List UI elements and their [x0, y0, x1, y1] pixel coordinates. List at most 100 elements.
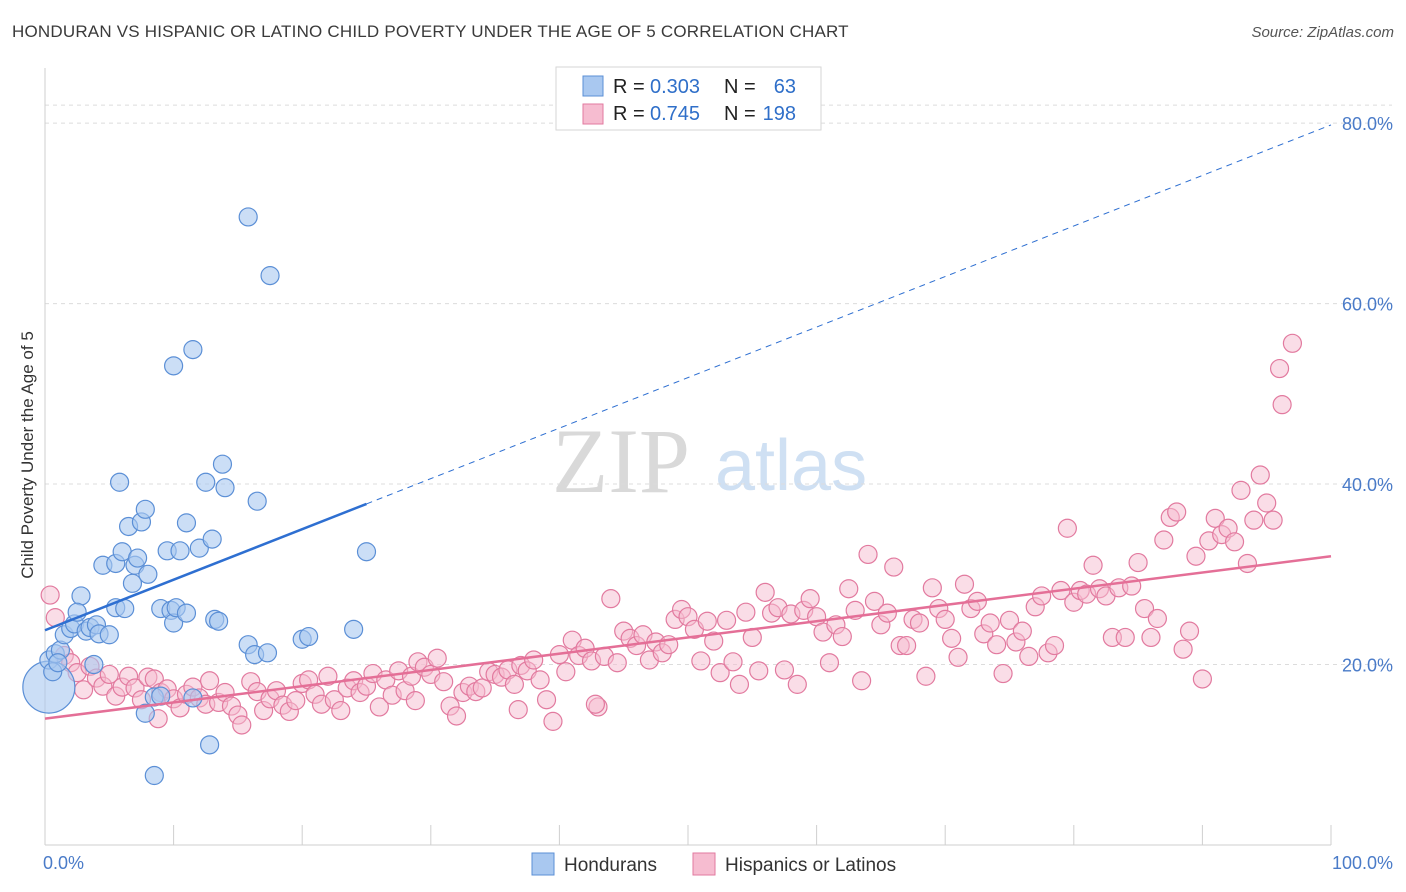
bottom-legend-label-hispanics: Hispanics or Latinos	[725, 855, 896, 876]
point-hispanics-135	[909, 613, 930, 633]
source-label: Source: ZipAtlas.com	[1251, 24, 1394, 41]
point-hispanics-67	[472, 678, 492, 698]
point-hispanics-87	[601, 589, 621, 609]
point-hispanics-75	[524, 650, 544, 670]
point-hondurans-50	[238, 207, 258, 227]
point-hondurans-26	[135, 499, 155, 519]
point-hispanics-186	[1237, 553, 1258, 574]
legend-r-value-0: 0.303	[650, 76, 700, 98]
point-hispanics-194	[405, 691, 425, 711]
point-hispanics-106	[723, 652, 743, 672]
point-hondurans-39	[176, 513, 197, 533]
point-hispanics-45	[331, 700, 351, 721]
point-hispanics-154	[1032, 586, 1052, 606]
legend-n-value-1: 198	[763, 103, 796, 125]
point-hispanics-61	[434, 672, 454, 692]
point-hispanics-181	[1205, 508, 1225, 528]
point-hispanics-191	[1269, 358, 1290, 379]
point-hispanics-88	[607, 653, 627, 673]
point-hispanics-63	[446, 706, 467, 726]
point-hispanics-25	[200, 671, 220, 691]
point-hispanics-140	[942, 628, 962, 648]
point-hispanics-103	[704, 631, 724, 651]
chart-title: HONDURAN VS HISPANIC OR LATINO CHILD POV…	[12, 22, 849, 41]
point-hispanics-123	[832, 626, 852, 647]
point-hispanics-80	[556, 662, 576, 682]
point-hispanics-104	[710, 663, 730, 683]
point-hispanics-193	[1282, 333, 1303, 353]
point-hispanics-121	[819, 653, 840, 673]
point-hispanics-114	[774, 660, 795, 680]
point-hispanics-136	[916, 666, 936, 686]
x-tick-labels: 0.0% 100.0%	[43, 853, 1393, 873]
point-hispanics-190	[1263, 510, 1283, 530]
point-hondurans-60	[48, 653, 68, 673]
point-hondurans-44	[200, 735, 220, 755]
legend-box: R = 0.303 N = 63 R = 0.745 N = 198	[555, 66, 822, 131]
point-hondurans-57	[299, 626, 319, 647]
gridlines	[45, 104, 1392, 666]
point-hondurans-27	[138, 564, 158, 584]
point-hispanics-128	[864, 591, 885, 611]
point-hondurans-45	[202, 529, 222, 549]
point-hispanics-189	[1257, 493, 1277, 513]
y-tick-label-0: 20.0%	[1342, 656, 1393, 676]
point-hispanics-72	[504, 674, 524, 694]
point-hispanics-169	[1128, 552, 1148, 573]
point-hondurans-41	[183, 688, 203, 708]
point-hispanics-177	[1179, 621, 1200, 641]
point-hondurans-58	[344, 619, 364, 639]
bottom-legend-swatch-hondurans	[531, 852, 555, 876]
point-hispanics-111	[755, 582, 775, 602]
x-tick-label-0: 0.0%	[43, 853, 84, 873]
point-hispanics-171	[1141, 627, 1161, 648]
point-hondurans-35	[164, 356, 184, 376]
point-hondurans-17	[109, 472, 130, 492]
point-hispanics-175	[1167, 502, 1187, 522]
point-hondurans-54	[257, 643, 278, 663]
point-hondurans-43	[196, 472, 216, 492]
legend-swatch-hispanics	[582, 103, 604, 125]
point-hondurans-25	[135, 703, 155, 723]
point-hispanics-78	[543, 711, 563, 731]
point-hispanics-43	[318, 666, 338, 686]
point-hispanics-178	[1186, 546, 1206, 566]
point-hispanics-176	[1173, 639, 1193, 659]
point-hispanics-30	[232, 715, 252, 735]
trend-lines	[44, 124, 1332, 720]
point-hispanics-152	[1019, 646, 1039, 667]
point-hispanics-170	[1134, 598, 1155, 619]
point-hispanics-188	[1250, 465, 1270, 485]
point-hispanics-77	[536, 690, 557, 710]
point-hispanics-108	[736, 602, 756, 622]
point-hondurans-29	[144, 765, 164, 786]
y-tick-label-1: 40.0%	[1342, 475, 1393, 495]
watermark-atlas: atlas	[715, 426, 867, 506]
point-hispanics-105	[716, 610, 737, 630]
point-hondurans-8	[71, 586, 91, 606]
point-hondurans-53	[247, 491, 267, 511]
point-hondurans-49	[215, 478, 235, 498]
point-hondurans-55	[260, 266, 280, 286]
point-hispanics-9	[99, 664, 119, 685]
bottom-legend-label-hondurans: Hondurans	[564, 855, 657, 876]
watermark: ZIP atlas	[552, 410, 867, 512]
point-hispanics-195	[508, 700, 528, 720]
point-hispanics-146	[980, 613, 1000, 633]
point-hispanics-149	[999, 610, 1020, 630]
point-hispanics-192	[1272, 395, 1292, 415]
point-hondurans-38	[176, 603, 197, 623]
point-hispanics-141	[948, 647, 968, 667]
point-hondurans-59	[356, 542, 377, 562]
legend-r-value-1: 0.745	[650, 103, 700, 125]
point-hispanics-167	[1115, 627, 1135, 648]
trend-hondurans-dashed	[366, 124, 1332, 505]
point-hispanics-185	[1231, 480, 1251, 500]
point-hispanics-148	[993, 663, 1013, 684]
point-hispanics-131	[884, 557, 904, 577]
y-tick-labels: 20.0% 40.0% 60.0% 80.0%	[1342, 114, 1393, 675]
point-hispanics-139	[935, 609, 955, 630]
point-hispanics-118	[800, 589, 820, 609]
bottom-legend: Hondurans Hispanics or Latinos	[531, 852, 896, 876]
legend-n-value-0: 63	[774, 76, 796, 98]
